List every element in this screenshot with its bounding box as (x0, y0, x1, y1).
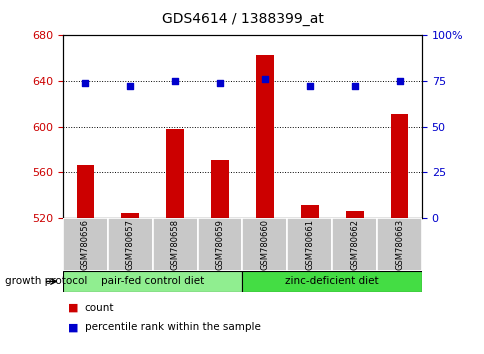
Text: pair-fed control diet: pair-fed control diet (101, 276, 204, 286)
Text: GSM780662: GSM780662 (349, 219, 359, 270)
Point (350, 84, 358, 89)
Text: count: count (85, 303, 114, 313)
Bar (376, 218, 421, 271)
Bar (242, 218, 287, 271)
Text: GSM780660: GSM780660 (260, 219, 269, 270)
Bar (256, 55, 273, 218)
Text: ■: ■ (68, 322, 78, 332)
Point (171, 78, 179, 84)
Point (260, 76, 268, 82)
Text: GSM780657: GSM780657 (125, 219, 135, 270)
Bar (242, 271, 421, 292)
Bar (197, 218, 242, 271)
Point (305, 84, 313, 89)
Bar (152, 218, 197, 271)
Bar (107, 218, 152, 271)
Text: GSM780656: GSM780656 (81, 219, 90, 270)
Text: GSM780658: GSM780658 (170, 219, 180, 270)
Bar (63, 271, 242, 292)
Bar (211, 160, 228, 218)
Bar (166, 129, 184, 218)
Bar (121, 213, 139, 218)
Point (395, 78, 403, 84)
Text: zinc-deficient diet: zinc-deficient diet (285, 276, 378, 286)
Text: growth protocol: growth protocol (5, 276, 87, 286)
Text: GSM780663: GSM780663 (394, 219, 403, 270)
Bar (345, 211, 363, 218)
Text: percentile rank within the sample: percentile rank within the sample (85, 322, 260, 332)
Bar (300, 205, 318, 218)
Bar (390, 114, 408, 218)
Text: ■: ■ (68, 303, 78, 313)
Bar (287, 218, 332, 271)
Bar (63, 218, 107, 271)
Point (126, 84, 134, 89)
Bar (332, 218, 376, 271)
Text: GSM780659: GSM780659 (215, 219, 224, 270)
Point (81, 80, 89, 86)
Text: GSM780661: GSM780661 (304, 219, 314, 270)
Point (216, 80, 224, 86)
Text: GDS4614 / 1388399_at: GDS4614 / 1388399_at (161, 12, 323, 27)
Bar (76, 165, 94, 218)
